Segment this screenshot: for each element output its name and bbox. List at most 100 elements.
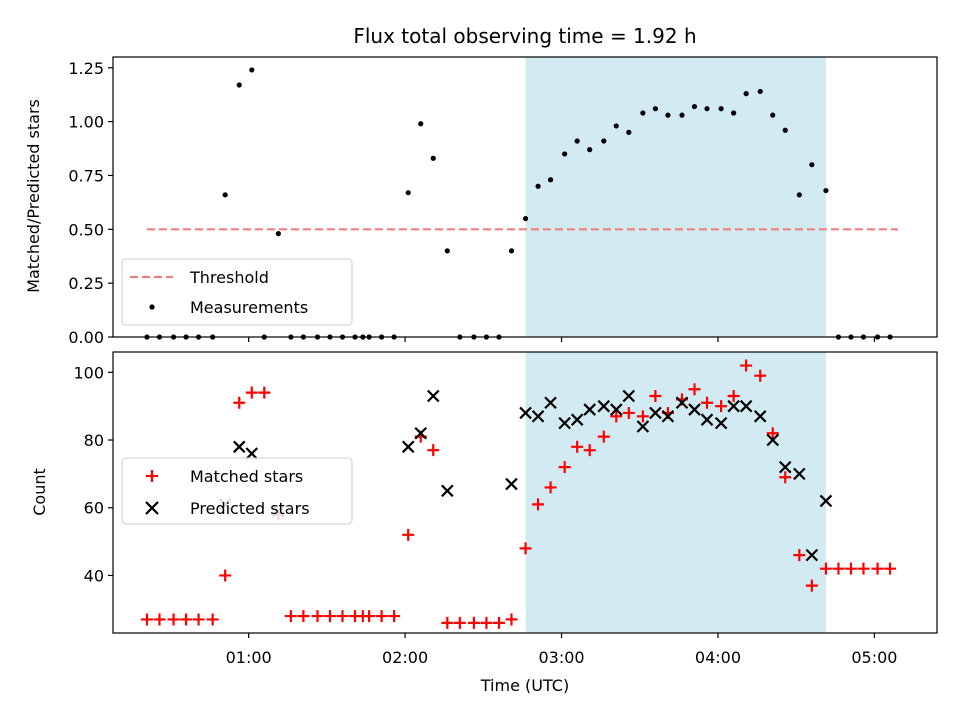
matched-star-point — [167, 613, 180, 626]
predicted-star-point — [570, 413, 584, 426]
bottom-y-tick-label: 100 — [73, 363, 104, 382]
matched-star-point — [844, 562, 857, 575]
matched-star-point — [857, 562, 870, 575]
measurement-point — [731, 110, 737, 116]
matched-star-point — [153, 613, 166, 626]
matched-star-point — [779, 471, 792, 484]
matched-star-point — [441, 616, 454, 629]
matched-star-point — [544, 481, 557, 494]
x-tick-label: 01:00 — [226, 648, 272, 667]
matched-star-point — [388, 610, 401, 623]
matched-star-point — [649, 390, 662, 403]
bottom-panel: 01:00 02:00 03:00 04:00 05:00 40 60 80 100 Coun… — [30, 351, 938, 695]
predicted-star-point — [778, 460, 792, 474]
top-observing-span — [525, 57, 826, 337]
measurement-point — [652, 106, 658, 112]
matched-star-point — [571, 440, 584, 453]
predicted-star-point — [544, 396, 557, 410]
matched-star-point — [258, 386, 271, 399]
matched-star-point — [284, 610, 297, 623]
predicted-star-point — [688, 403, 701, 416]
x-tick-label: 05:00 — [851, 648, 897, 667]
top-axes-frame — [112, 56, 938, 338]
x-tick-label: 02:00 — [382, 648, 428, 667]
bottom-axes-frame — [112, 351, 938, 634]
matched-star-point — [297, 610, 310, 623]
top-y-tick-label: 1.00 — [68, 113, 104, 132]
predicted-star-point — [714, 416, 728, 430]
matched-star-point — [206, 613, 219, 626]
matched-star-point — [245, 386, 258, 399]
top-y-tick-label: 0.50 — [68, 220, 104, 239]
predicted-star-point — [531, 410, 545, 423]
measurement-point — [418, 121, 424, 127]
predicted-star-point — [636, 420, 650, 433]
measurement-point — [796, 192, 802, 198]
predicted-star-point — [558, 416, 571, 430]
predicted-star-point — [700, 413, 714, 426]
matched-star-point — [453, 616, 466, 629]
predicted-star-point — [805, 548, 819, 562]
top-y-tick-label: 1.25 — [68, 59, 104, 78]
matched-star-point — [688, 383, 701, 396]
matched-star-point — [311, 610, 324, 623]
matched-star-point — [819, 562, 832, 575]
predicted-star-point — [426, 389, 440, 403]
top-y-tick-label: 0.00 — [68, 328, 104, 347]
matched-star-point — [323, 610, 336, 623]
measurement-point — [770, 112, 776, 118]
predicted-star-point — [727, 399, 740, 413]
legend-predicted-swatch — [145, 501, 159, 515]
matched-star-point — [140, 613, 153, 626]
matched-star-point — [519, 542, 532, 555]
predicted-star-point — [232, 440, 246, 454]
bottom-y-tick-label: 40 — [84, 566, 104, 585]
matched-star-point — [363, 610, 376, 623]
matched-star-point — [180, 613, 193, 626]
measurement-point — [782, 127, 788, 133]
measurement-point — [640, 110, 646, 116]
predicted-star-point — [753, 410, 767, 423]
predicted-star-point — [793, 467, 806, 481]
top-panel: 0.00 0.25 0.50 0.75 1.00 1.25 Matched/Predict… — [24, 56, 938, 347]
matched-star-point — [884, 562, 897, 575]
top-y-axis-label: Matched/Predicted stars — [24, 99, 43, 293]
x-axis-label: Time (UTC) — [480, 676, 569, 695]
measurement-point — [704, 106, 710, 112]
legend-predicted-label: Predicted stars — [190, 499, 310, 518]
measurement-point — [743, 91, 749, 97]
measurement-point — [665, 112, 671, 118]
predicted-star-point — [622, 389, 636, 403]
matched-star-point — [492, 616, 505, 629]
bottom-y-tick-label: 80 — [84, 431, 104, 450]
matched-star-point — [375, 610, 388, 623]
predicted-star-point — [739, 399, 753, 413]
predicted-star-point — [675, 396, 689, 410]
predicted-star-point — [401, 440, 415, 454]
measurement-point — [574, 138, 580, 144]
measurement-point — [562, 151, 568, 157]
measurement-point — [508, 248, 515, 254]
predicted-star-point — [441, 484, 454, 498]
predicted-star-point — [505, 477, 518, 491]
legend-threshold-label: Threshold — [189, 268, 269, 287]
matched-star-point — [583, 444, 596, 457]
predicted-star-point — [414, 426, 428, 440]
matched-star-point — [871, 562, 884, 575]
legend-matched-label: Matched stars — [190, 467, 303, 486]
measurement-point — [222, 192, 228, 198]
matched-star-point — [610, 410, 623, 423]
matched-star-point — [219, 569, 232, 582]
top-y-tick-label: 0.75 — [68, 166, 104, 185]
matched-star-point — [727, 390, 740, 403]
measurement-point — [691, 103, 698, 110]
measurement-point — [626, 129, 632, 135]
matched-star-point — [336, 610, 349, 623]
measurement-point — [249, 67, 255, 73]
measurement-point — [679, 112, 685, 118]
predicted-star-point — [766, 433, 780, 447]
measurement-point — [236, 82, 242, 88]
x-tick-label: 04:00 — [695, 648, 741, 667]
bottom-observing-span — [525, 352, 826, 633]
